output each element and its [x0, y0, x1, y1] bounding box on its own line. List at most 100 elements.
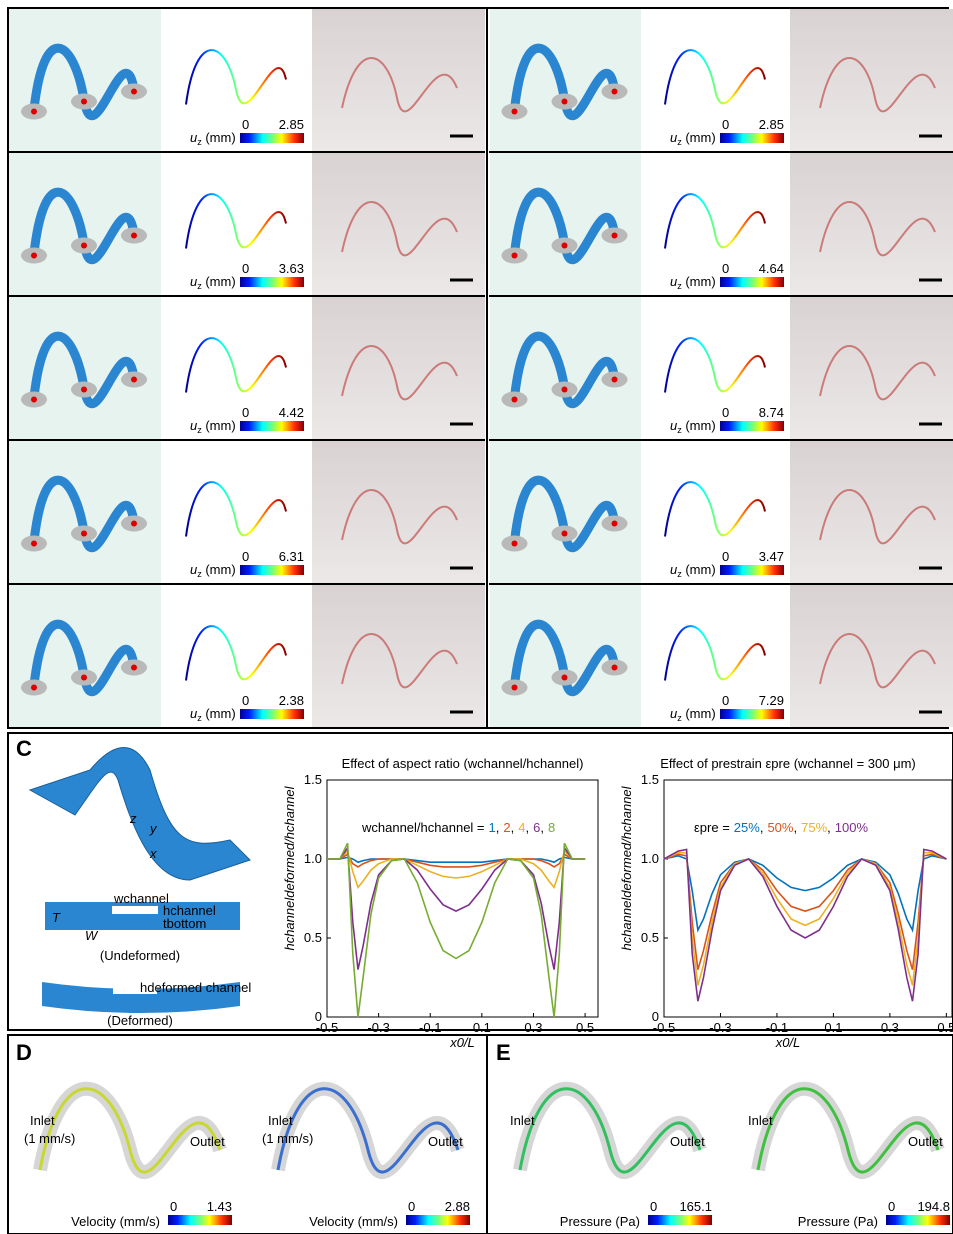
inlet-label: Inlet	[748, 1113, 773, 1128]
y-tick-label: 1.5	[641, 772, 659, 787]
text-part: u	[670, 130, 677, 145]
model-port	[562, 531, 568, 537]
text-part: ,	[496, 820, 500, 835]
caption: (Deformed)	[107, 1013, 173, 1028]
colorbar-max: 3.47	[759, 549, 784, 564]
text-part: (mm)	[682, 130, 716, 145]
inlet-label: Inlet	[268, 1113, 293, 1128]
text-part: 1	[489, 820, 496, 835]
text-part: u	[190, 418, 197, 433]
simulation-curve	[665, 194, 765, 248]
legend: wchannel/hchannel =1,2,4,6,8	[361, 820, 555, 835]
text-part: u	[670, 274, 677, 289]
figure: Auz (mm)02.85uz (mm)03.63uz (mm)04.42uz …	[0, 0, 953, 1234]
x-tick-label: -0.3	[709, 1020, 731, 1035]
text-part: ,	[525, 820, 529, 835]
dim-label: T	[52, 910, 61, 925]
text-part: 25%	[734, 820, 760, 835]
colorbar-label: uz (mm)	[190, 274, 236, 291]
chart-title: Effect of prestrain εpre (wchannel = 300…	[660, 756, 915, 771]
scale-label: Pressure (Pa)	[798, 1214, 878, 1229]
y-axis-label: hchanneldeformed/hchannel	[282, 785, 297, 950]
outlet-label: Outlet	[670, 1134, 705, 1149]
x-tick-label: -0.3	[367, 1020, 389, 1035]
x-tick-label: 0.1	[473, 1020, 491, 1035]
x-axis-label: x0/L	[449, 1035, 475, 1050]
dim-label: wchannel	[113, 891, 169, 906]
series-line	[664, 856, 946, 930]
photo	[312, 9, 485, 151]
x-tick-label: -0.5	[653, 1020, 675, 1035]
y-tick-label: 0.5	[304, 930, 322, 945]
model-port	[512, 685, 518, 691]
text-part: ,	[540, 820, 544, 835]
colorbar-max: 2.38	[279, 693, 304, 708]
colorbar-max: 2.85	[279, 117, 304, 132]
axis-letter: z	[129, 811, 137, 826]
colorbar-min: 0	[242, 405, 249, 420]
photo	[312, 153, 485, 295]
colorbar	[720, 277, 784, 287]
simulation-curve	[665, 482, 765, 536]
simulation-curve	[186, 482, 286, 536]
y-tick-label: 0.5	[641, 930, 659, 945]
inlet-rate: (1 mm/s)	[24, 1131, 75, 1146]
colorbar-max: 3.63	[279, 261, 304, 276]
model-port	[612, 665, 618, 671]
x-tick-label: -0.1	[766, 1020, 788, 1035]
photo	[790, 297, 953, 439]
model-port	[612, 521, 618, 527]
colorbar-min: 0	[242, 693, 249, 708]
colorbar-min: 0	[722, 693, 729, 708]
model-background	[9, 441, 161, 583]
colorbar	[240, 709, 304, 719]
chart-title: Effect of aspect ratio (wchannel/hchanne…	[342, 756, 584, 771]
model-port	[131, 521, 137, 527]
colorbar-max: 6.31	[279, 549, 304, 564]
model-port	[81, 675, 87, 681]
text-part: (mm)	[202, 706, 236, 721]
y-tick-label: 1.0	[304, 851, 322, 866]
y-axis-label: hchanneldeformed/hchannel	[619, 785, 634, 950]
colorbar-min: 0	[888, 1199, 895, 1214]
text-part: ,	[760, 820, 764, 835]
colorbar-max: 194.8	[917, 1199, 950, 1214]
text-part: ,	[793, 820, 797, 835]
caption: (Undeformed)	[100, 948, 180, 963]
x-tick-label: 0.3	[881, 1020, 899, 1035]
model-port	[31, 253, 37, 259]
panel-label: C	[16, 736, 32, 761]
colorbar-min: 0	[408, 1199, 415, 1214]
colorbar-label: uz (mm)	[670, 130, 716, 147]
text-part: (mm)	[202, 130, 236, 145]
model-port	[562, 243, 568, 249]
scale-label: Velocity (mm/s)	[71, 1214, 160, 1229]
colorbar-label: uz (mm)	[190, 706, 236, 723]
panel-de-frame	[8, 1035, 953, 1234]
colorbar-max: 8.74	[759, 405, 784, 420]
model-background	[9, 297, 161, 439]
model-port	[81, 243, 87, 249]
panel-label: E	[496, 1040, 511, 1065]
simulation-curve	[186, 626, 286, 680]
text-part: u	[670, 706, 677, 721]
colorbar-min: 0	[242, 549, 249, 564]
panel-label: D	[16, 1040, 32, 1065]
x-tick-label: 0.5	[576, 1020, 594, 1035]
y-tick-label: 1.5	[304, 772, 322, 787]
colorbar	[168, 1215, 232, 1225]
series-line	[327, 851, 585, 887]
model-background	[490, 297, 641, 439]
simulation-curve	[186, 338, 286, 392]
text-part: wchannel/hchannel =	[361, 820, 485, 835]
colorbar	[406, 1215, 470, 1225]
text-part: u	[670, 562, 677, 577]
colorbar-label: uz (mm)	[190, 562, 236, 579]
colorbar-label: uz (mm)	[670, 274, 716, 291]
series-line	[327, 857, 585, 862]
outlet-label: Outlet	[190, 1134, 225, 1149]
model-port	[562, 675, 568, 681]
colorbar-label: uz (mm)	[670, 562, 716, 579]
model-port	[562, 99, 568, 105]
text-part: (mm)	[682, 274, 716, 289]
